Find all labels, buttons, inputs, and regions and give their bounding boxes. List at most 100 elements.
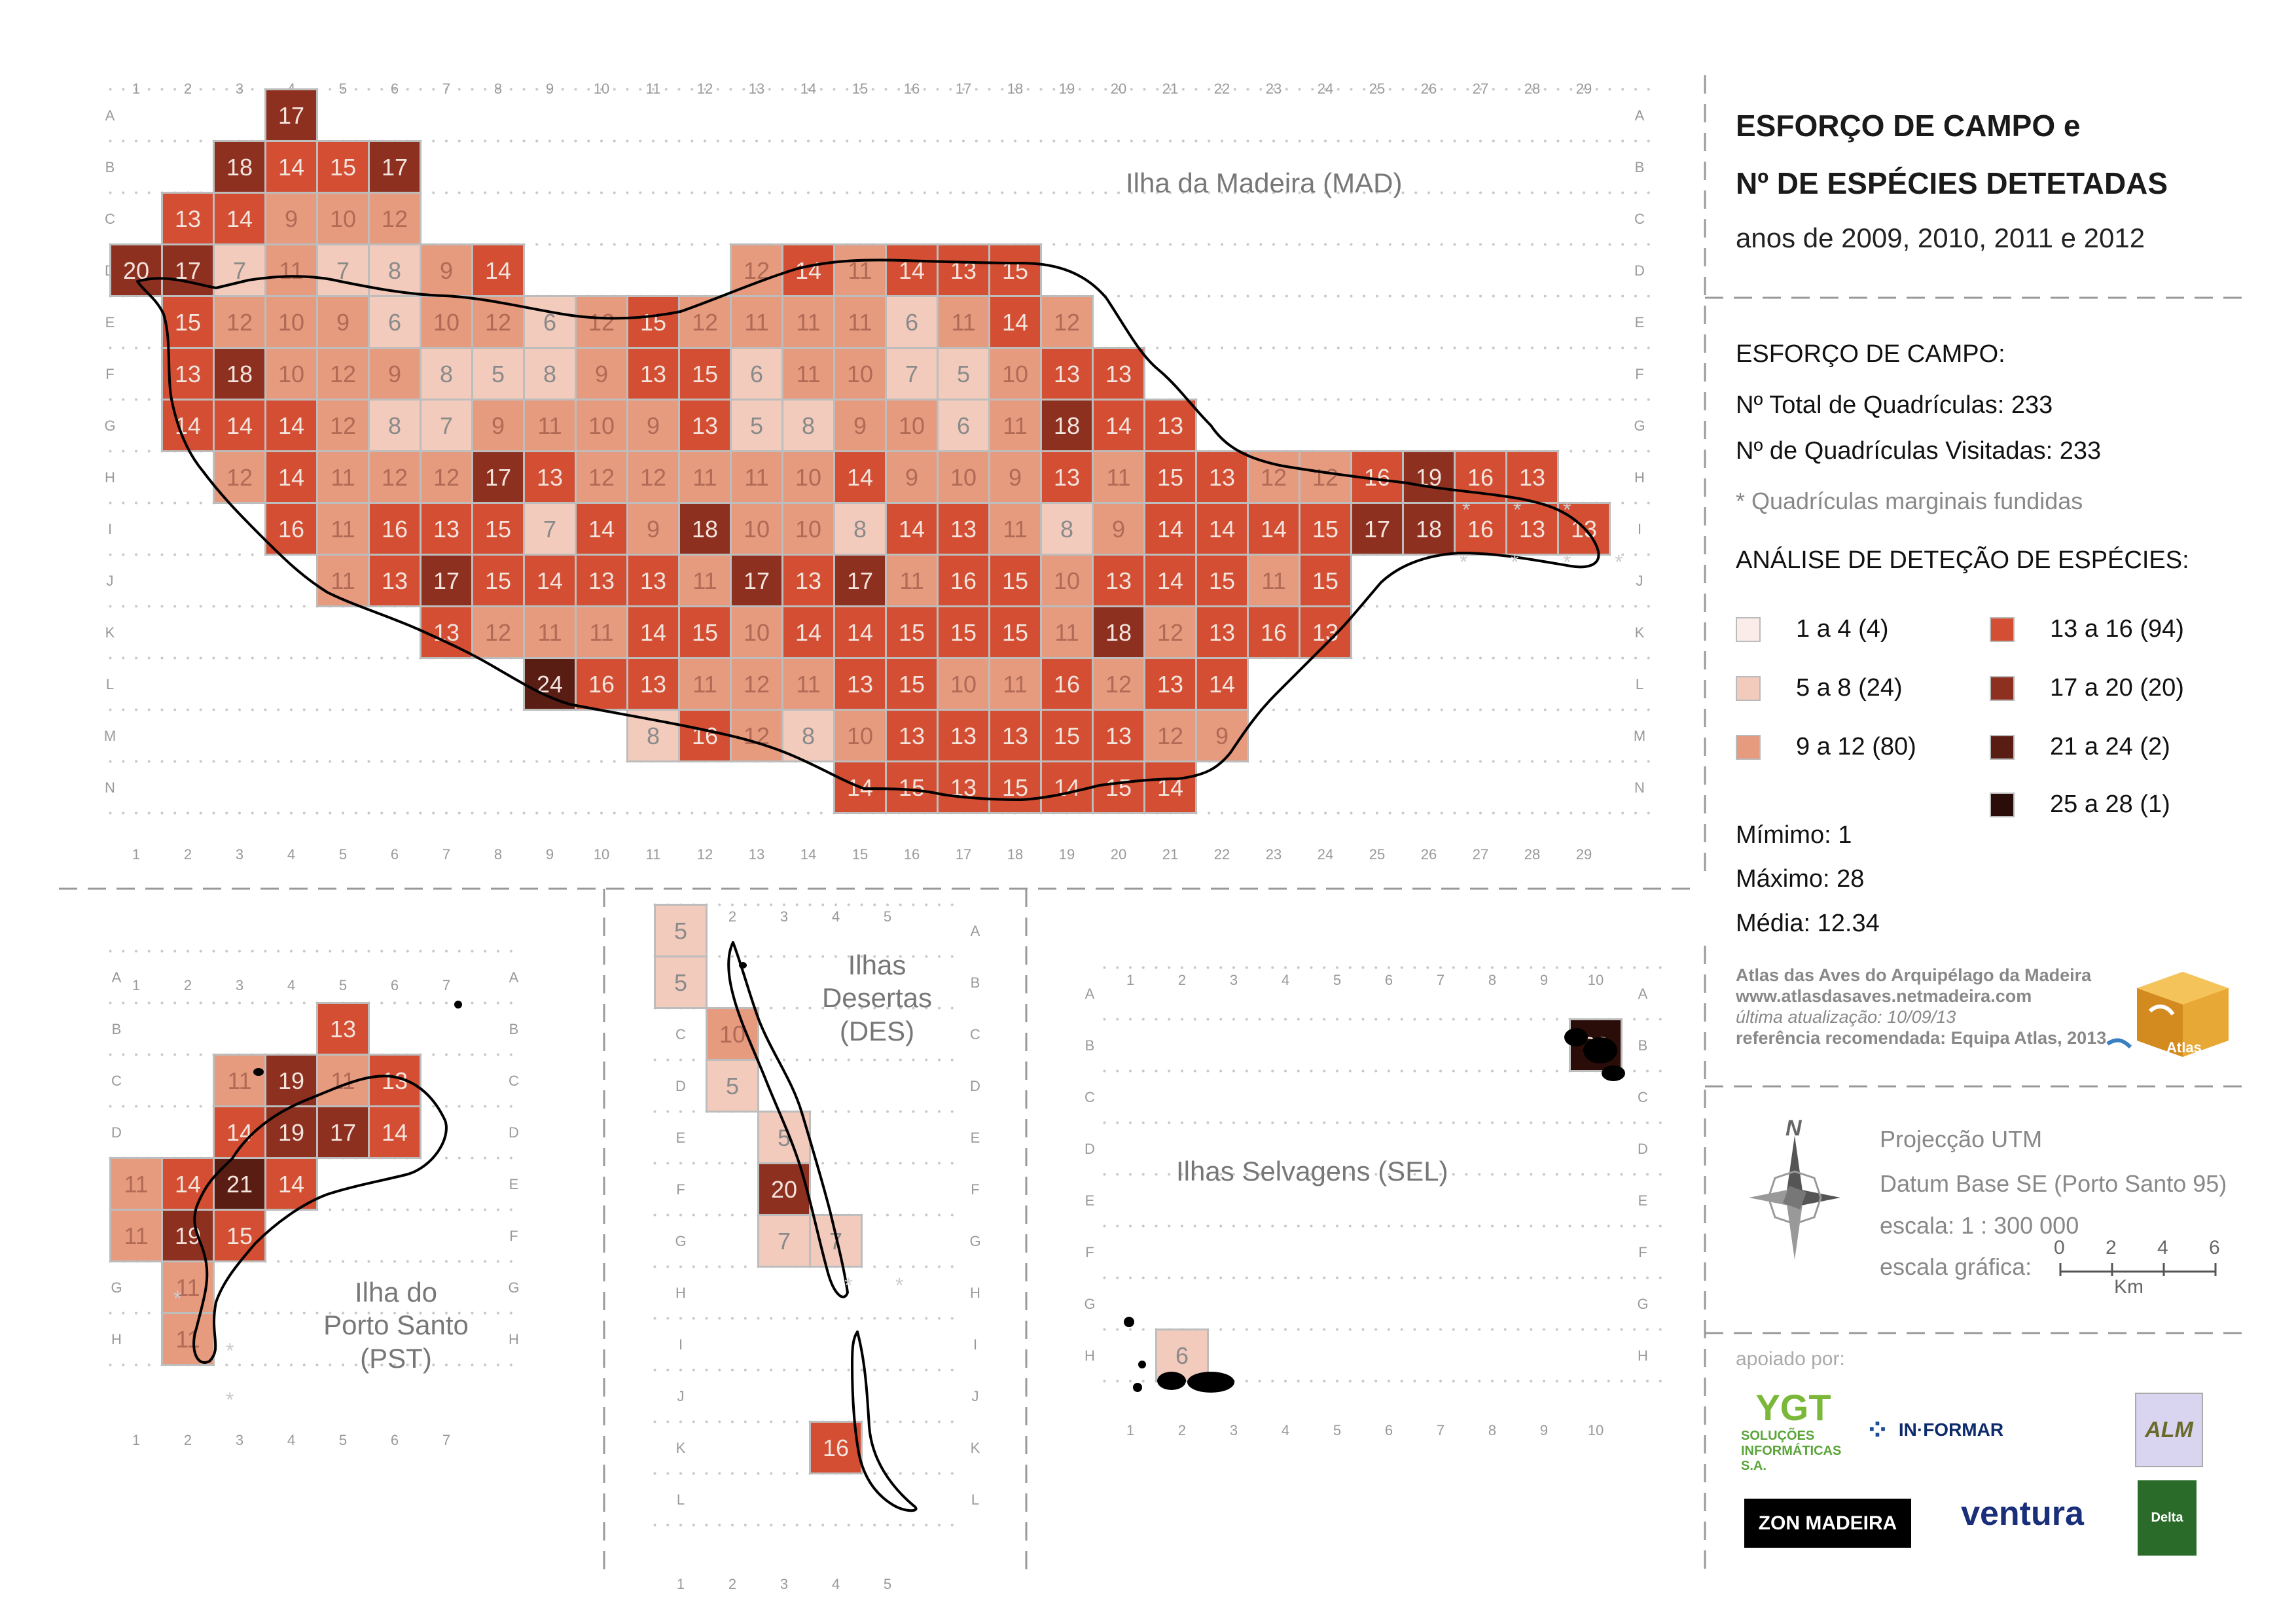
grid-cell-mad: 9 [626, 399, 680, 452]
scale-tick-4: 4 [2157, 1237, 2168, 1258]
scale-tick-6: 6 [2209, 1237, 2220, 1258]
grid-cell-value: 13 [950, 722, 977, 749]
grid-cell-value: 12 [1312, 464, 1338, 491]
grid-cell-value: 16 [588, 671, 615, 698]
frame-dividers [59, 75, 2242, 1574]
col-label-pst: 6 [391, 977, 399, 993]
grid-cell-value: 12 [485, 619, 511, 646]
grid-cell-value: 11 [692, 567, 717, 594]
grid-cell-fill [471, 502, 525, 556]
grid-cell-value: 12 [226, 464, 253, 491]
row-label-sel: G [1084, 1296, 1095, 1312]
grid-cell-value: 20 [771, 1176, 797, 1203]
grid-cell-fill [316, 295, 370, 349]
col-label-pst: 1 [132, 1432, 140, 1448]
grid-cell-mad: 13 [1505, 502, 1559, 556]
grid-cell-mad: 14 [471, 243, 525, 297]
col-label-mad: 5 [339, 80, 347, 97]
col-label-mad: 5 [339, 846, 347, 863]
grid-cell-fill [626, 502, 680, 556]
grid-cell-value: 10 [950, 464, 977, 491]
grid-cell-value: 11 [899, 567, 924, 594]
row-label-mad: G [104, 418, 115, 434]
grid-cell-value: 12 [433, 464, 459, 491]
col-label-mad: 23 [1266, 80, 1282, 97]
grid-cell-value: 5 [750, 412, 763, 439]
legend-label-6: 21 a 24 (2) [2050, 733, 2170, 760]
grid-cell-value: 11 [537, 412, 562, 439]
row-label-sel: H [1638, 1347, 1648, 1364]
grid-cell-value: 10 [744, 619, 770, 646]
grid-cell-mad: 10 [316, 192, 370, 245]
grid-cell-mad: 13 [626, 554, 680, 607]
grid-cell-mad: 8 [368, 399, 422, 452]
projection-line-1: Projecção UTM [1880, 1126, 2043, 1152]
grid-cell-fill [523, 347, 577, 401]
grid-cell-mad: 15 [161, 295, 215, 349]
grid-cell-value: 12 [588, 309, 615, 336]
row-label-des: D [970, 1078, 980, 1094]
grid-cell-mad: 9 [264, 192, 318, 245]
grid-cell-value: 10 [278, 361, 304, 387]
grid-cell-value: 12 [382, 464, 408, 491]
grid-cell-mad: 16 [575, 657, 628, 711]
grid-cell-value: 9 [492, 412, 505, 439]
grid-cell-fill [264, 347, 318, 401]
grid-cell-value: 13 [1105, 567, 1132, 594]
col-label-mad: 3 [236, 846, 243, 863]
grid-cell-mad: 13 [885, 709, 939, 762]
grid-cell-fill [368, 192, 422, 245]
grid-cell-value: 9 [285, 205, 298, 232]
grid-cell-value: 5 [957, 361, 970, 387]
row-label-pst: A [509, 969, 519, 986]
grid-cell-value: 8 [802, 722, 815, 749]
grid-cell-mad: 11 [988, 399, 1042, 452]
grid-cell-fill [1402, 502, 1456, 556]
grid-cell-mad: 11 [575, 605, 628, 659]
label-porto-santo-2: Porto Santo [323, 1310, 469, 1341]
grid-cell-mad: 12 [316, 347, 370, 401]
grid-cell-mad: 11 [523, 605, 577, 659]
grid-cell-fill [420, 347, 473, 401]
row-label-pst: A [112, 969, 122, 986]
grid-cell-fill [988, 450, 1042, 504]
row-label-mad: E [1635, 314, 1645, 330]
grid-cell-value: 6 [388, 309, 401, 336]
grid-cell-mad: 15 [316, 140, 370, 194]
grid-cell-value: 14 [1209, 516, 1235, 543]
grid-cell-mad: 9 [885, 450, 939, 504]
row-label-des: H [675, 1285, 686, 1301]
grid-cell-value: 18 [692, 516, 718, 543]
row-label-mad: H [105, 469, 115, 486]
grid-cell-mad: 11 [678, 657, 732, 711]
col-label-mad: 9 [546, 80, 554, 97]
col-label-mad: 24 [1318, 80, 1333, 97]
grid-cell-value: 15 [1002, 567, 1028, 594]
grid-cell-mad: 15 [626, 295, 680, 349]
grid-cell-pst: 17 [316, 1105, 370, 1159]
grid-cell-mad: 14 [264, 399, 318, 452]
grid-cell-mad: 15 [988, 605, 1042, 659]
grid-cell-mad: 7 [316, 243, 370, 297]
grid-cell-value: 15 [1105, 774, 1132, 801]
grid-cell-fill [988, 399, 1042, 452]
col-label-mad: 2 [184, 846, 192, 863]
grid-cell-pst: 11 [161, 1260, 215, 1314]
grid-cell-fill [885, 760, 939, 814]
grid-cell-fill [809, 1421, 863, 1474]
col-label-sel: 1 [1126, 972, 1134, 988]
grid-cell-mad: 13 [937, 243, 990, 297]
grid-cell-fill [1299, 605, 1352, 659]
grid-cell-fill [161, 347, 215, 401]
legend-label-4: 13 a 16 (94) [2050, 615, 2184, 643]
grid-cell-mad: 15 [988, 554, 1042, 607]
grid-cell-fill [1040, 605, 1094, 659]
col-label-sel: 9 [1540, 972, 1548, 988]
grid-cell-mad: 16 [368, 502, 422, 556]
map-title-1: ESFORÇO DE CAMPO e [1736, 109, 2081, 143]
grid-cell-mad: 24 [523, 657, 577, 711]
col-label-mad: 28 [1524, 80, 1540, 97]
grid-cell-value: 12 [1157, 619, 1183, 646]
label-desertas-3: (DES) [839, 1015, 915, 1046]
grid-cell-mad: 17 [730, 554, 783, 607]
